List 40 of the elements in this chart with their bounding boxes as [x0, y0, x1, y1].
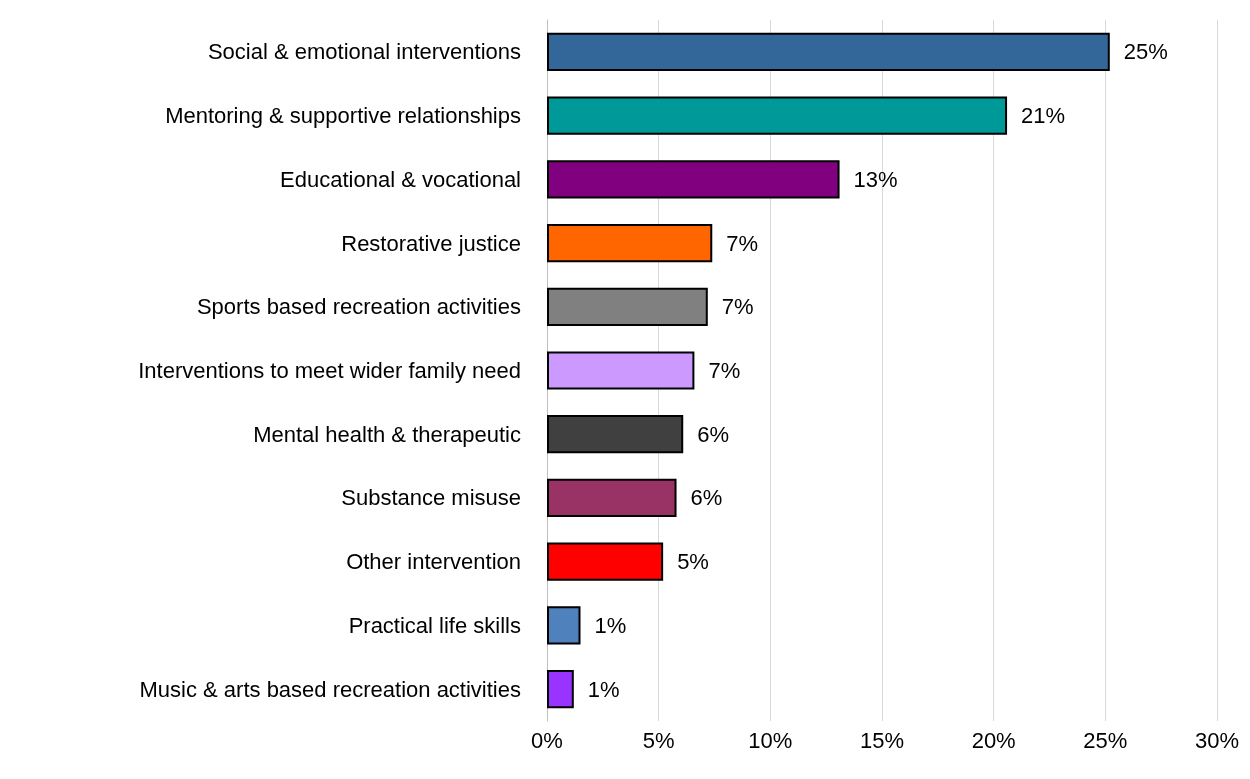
- data-label: 7%: [721, 294, 754, 320]
- bar: [547, 670, 574, 709]
- data-label: 7%: [708, 358, 741, 383]
- x-tick-label: 25%: [1083, 727, 1128, 753]
- x-tick-label: 0%: [531, 727, 563, 753]
- bar: [547, 287, 708, 326]
- data-label: 25%: [1123, 39, 1168, 65]
- data-label: 5%: [677, 549, 709, 575]
- bar: [547, 351, 695, 390]
- data-label: 21%: [1021, 103, 1066, 129]
- y-tick-label: Sports based recreation activities: [196, 294, 521, 320]
- y-tick-label: Interventions to meet wider family need: [138, 358, 521, 383]
- y-tick-label: Other intervention: [346, 549, 521, 575]
- bar: [547, 415, 684, 454]
- bar: [547, 542, 664, 581]
- data-label: 1%: [587, 676, 620, 702]
- bar: [547, 32, 1110, 71]
- y-tick-label: Practical life skills: [348, 612, 521, 638]
- x-tick-label: 5%: [642, 727, 675, 753]
- data-label: 6%: [690, 485, 723, 511]
- y-tick-label: Educational & vocational: [280, 166, 521, 192]
- bar: [547, 160, 840, 199]
- data-label: 6%: [697, 421, 730, 447]
- data-label: 13%: [853, 166, 898, 192]
- bar: [547, 606, 581, 645]
- x-tick-label: 30%: [1194, 727, 1240, 753]
- y-tick-label: Music & arts based recreation activities: [139, 676, 521, 702]
- y-tick-label: Substance misuse: [341, 485, 521, 511]
- bar: [547, 96, 1008, 135]
- data-label: 7%: [726, 230, 759, 256]
- x-tick-label: 20%: [971, 727, 1016, 753]
- data-label: 1%: [594, 612, 627, 638]
- bar: [547, 223, 713, 263]
- y-tick-label: Mentoring & supportive relationships: [165, 103, 521, 129]
- x-tick-label: 10%: [748, 727, 793, 753]
- y-tick-label: Mental health & therapeutic: [253, 421, 521, 447]
- x-tick-label: 15%: [859, 727, 905, 753]
- y-tick-label: Restorative justice: [341, 230, 521, 256]
- bar: [547, 478, 677, 518]
- y-tick-label: Social & emotional interventions: [207, 39, 521, 65]
